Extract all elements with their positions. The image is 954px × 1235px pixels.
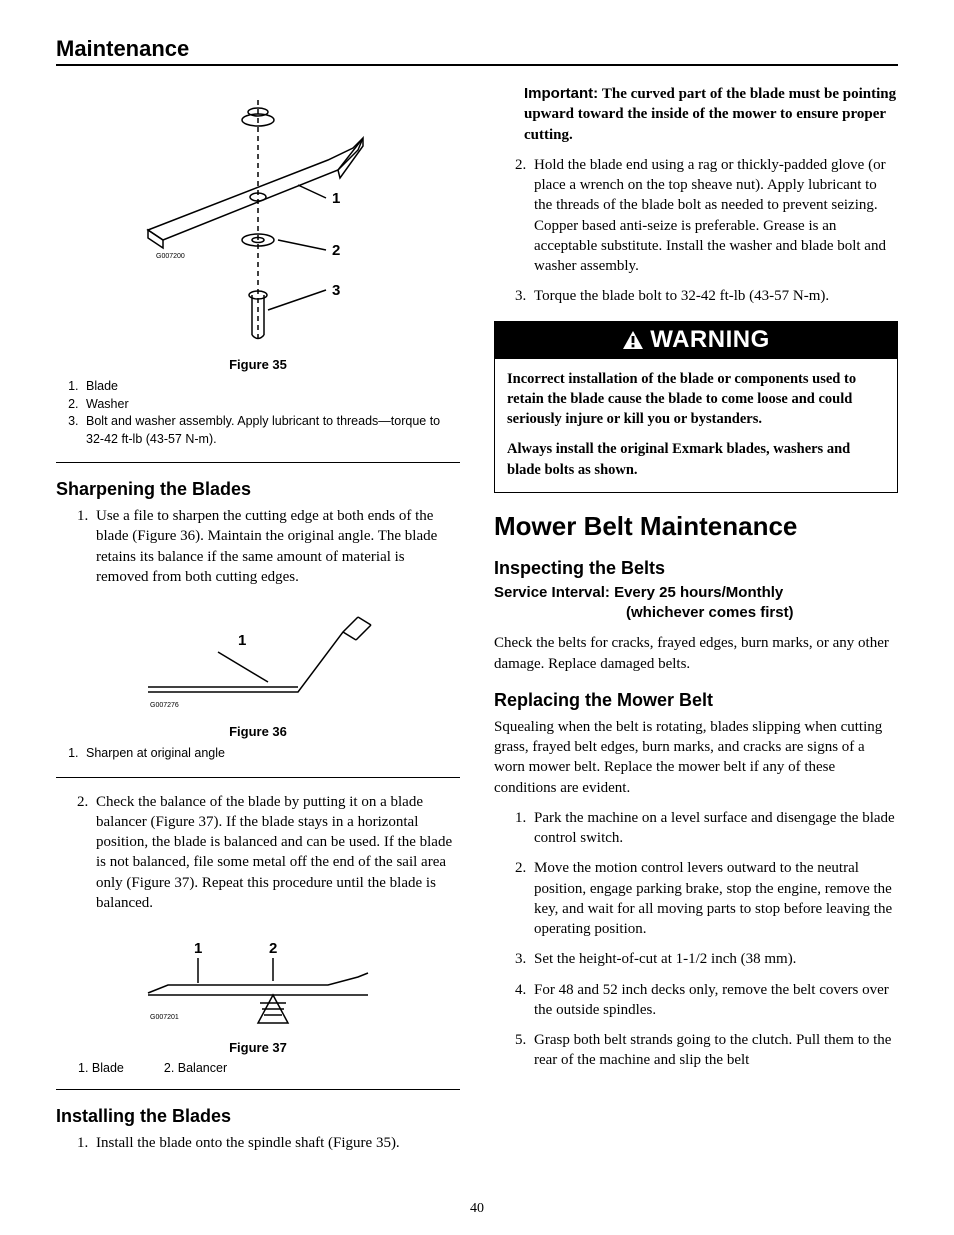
sharpening-heading: Sharpening the Blades — [56, 479, 460, 500]
right-column: Important: The curved part of the blade … — [494, 84, 898, 1163]
running-head: Maintenance — [56, 36, 898, 66]
warning-head-text: WARNING — [650, 326, 770, 353]
fig35-gcode: G007200 — [156, 253, 185, 260]
warning-p1: Incorrect installation of the blade or c… — [507, 369, 885, 430]
install-step-3: Torque the blade bolt to 32-42 ft-lb (43… — [530, 286, 898, 306]
warning-p2: Always install the original Exmark blade… — [507, 439, 885, 480]
fig35-callout-1: 1 — [332, 190, 340, 207]
figure-37-legend: 1. Blade 2. Balancer — [78, 1061, 460, 1075]
inspecting-belts-heading: Inspecting the Belts — [494, 558, 898, 579]
belt-step-5: Grasp both belt strands going to the clu… — [530, 1030, 898, 1071]
install-step-1: Install the blade onto the spindle shaft… — [92, 1133, 460, 1153]
fig37-legend-2: 2. Balancer — [164, 1061, 227, 1075]
figure-36: 1 G007276 — [56, 597, 460, 722]
divider — [56, 462, 460, 463]
sharpening-list-cont: Check the balance of the blade by puttin… — [56, 792, 460, 914]
replacing-belt-text: Squealing when the belt is rotating, bla… — [494, 717, 898, 798]
figure-35-legend: Blade Washer Bolt and washer assembly. A… — [56, 378, 460, 448]
fig37-legend-1: 1. Blade — [78, 1061, 124, 1075]
left-column: 1 2 3 G007200 Figure 35 Blade Washer Bol… — [56, 84, 460, 1163]
installing-list: Install the blade onto the spindle shaft… — [56, 1133, 460, 1153]
figure-37-caption: Figure 37 — [56, 1040, 460, 1055]
fig36-legend-1: Sharpen at original angle — [82, 745, 460, 763]
sharpen-step-1: Use a file to sharpen the cutting edge a… — [92, 506, 460, 587]
page-number: 40 — [0, 1201, 954, 1217]
fig35-callout-3: 3 — [332, 282, 340, 299]
service-interval-line2: (whichever comes first) — [494, 603, 898, 623]
belt-step-4: For 48 and 52 inch decks only, remove th… — [530, 980, 898, 1021]
figure-36-legend: Sharpen at original angle — [56, 745, 460, 763]
sharpening-list: Use a file to sharpen the cutting edge a… — [56, 506, 460, 587]
figure-35: 1 2 3 G007200 — [56, 90, 460, 355]
divider — [56, 1089, 460, 1090]
belt-step-2: Move the motion control levers outward t… — [530, 858, 898, 939]
belt-step-1: Park the machine on a level surface and … — [530, 808, 898, 849]
fig35-legend-2: Washer — [82, 396, 460, 414]
installing-heading: Installing the Blades — [56, 1106, 460, 1127]
warning-box: WARNING Incorrect installation of the bl… — [494, 321, 898, 493]
fig37-gcode: G007201 — [150, 1014, 179, 1021]
important-label: Important: — [524, 85, 598, 102]
replacing-belt-steps: Park the machine on a level surface and … — [494, 808, 898, 1071]
service-interval: Service Interval: Every 25 hours/Monthly… — [494, 583, 898, 624]
fig36-callout-1: 1 — [238, 632, 246, 649]
figure-36-caption: Figure 36 — [56, 724, 460, 739]
fig35-legend-1: Blade — [82, 378, 460, 396]
fig37-callout-2: 2 — [269, 940, 277, 957]
figure-35-caption: Figure 35 — [56, 357, 460, 372]
service-interval-line1: Service Interval: Every 25 hours/Monthly — [494, 584, 783, 601]
fig35-callout-2: 2 — [332, 242, 340, 259]
replacing-belt-heading: Replacing the Mower Belt — [494, 690, 898, 711]
warning-head: WARNING — [495, 322, 897, 359]
warning-icon — [622, 330, 644, 350]
belt-maintenance-heading: Mower Belt Maintenance — [494, 511, 898, 542]
sharpen-step-2: Check the balance of the blade by puttin… — [92, 792, 460, 914]
figure-37: 1 2 G007201 — [56, 923, 460, 1038]
install-step-2: Hold the blade end using a rag or thickl… — [530, 155, 898, 277]
inspect-belts-text: Check the belts for cracks, frayed edges… — [494, 633, 898, 674]
fig35-legend-3: Bolt and washer assembly. Apply lubrican… — [82, 413, 460, 448]
fig36-gcode: G007276 — [150, 702, 179, 709]
fig37-callout-1: 1 — [194, 940, 202, 957]
divider — [56, 777, 460, 778]
belt-step-3: Set the height-of-cut at 1-1/2 inch (38 … — [530, 949, 898, 969]
installing-list-cont: Hold the blade end using a rag or thickl… — [494, 155, 898, 307]
important-note: Important: The curved part of the blade … — [524, 84, 898, 145]
